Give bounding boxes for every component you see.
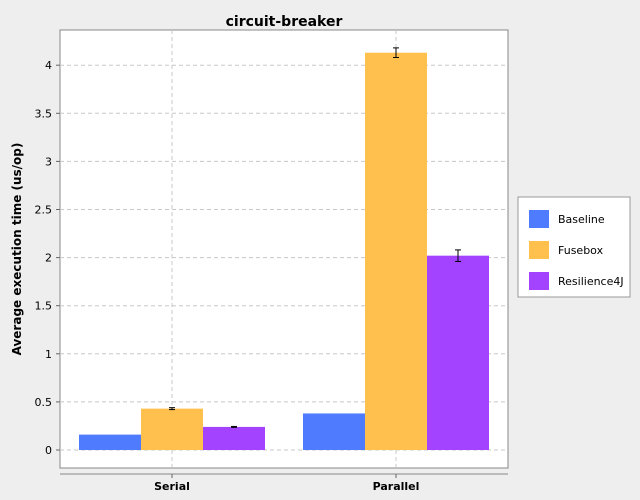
legend: Baseline Fusebox Resilience4J	[517, 196, 631, 298]
legend-label-fusebox: Fusebox	[558, 244, 604, 257]
y-axis: 0 0.5 1 1.5 2 2.5 3 3.5 4	[35, 59, 60, 457]
legend-swatch-resilience4j	[529, 272, 549, 290]
y-tick-label: 4	[45, 59, 52, 72]
y-tick-label: 2	[45, 252, 52, 265]
bar-fusebox-parallel	[365, 52, 427, 450]
legend-swatch-fusebox	[529, 241, 549, 259]
y-tick-label: 2.5	[35, 204, 53, 217]
y-tick-label: 0	[45, 444, 52, 457]
chart-title: circuit-breaker	[226, 14, 343, 30]
bar-baseline-parallel	[303, 413, 365, 450]
x-axis: Serial Parallel	[60, 473, 508, 493]
y-tick-label: 0.5	[35, 396, 53, 409]
legend-label-resilience4j: Resilience4J	[558, 275, 624, 288]
bar-fusebox-serial	[141, 408, 203, 450]
legend-label-baseline: Baseline	[558, 213, 605, 226]
bar-baseline-serial	[79, 434, 141, 450]
x-tick-label: Parallel	[373, 480, 420, 493]
y-tick-label: 1	[45, 348, 52, 361]
bar-resilience4j-serial	[203, 426, 265, 450]
bar-resilience4j-parallel	[427, 255, 489, 450]
bars	[79, 47, 489, 450]
y-tick-label: 3	[45, 155, 52, 168]
x-tick-label: Serial	[154, 480, 190, 493]
y-axis-label: Average execution time (us/op)	[10, 143, 24, 356]
y-tick-label: 1.5	[35, 300, 53, 313]
legend-swatch-baseline	[529, 210, 549, 228]
y-tick-label: 3.5	[35, 107, 53, 120]
